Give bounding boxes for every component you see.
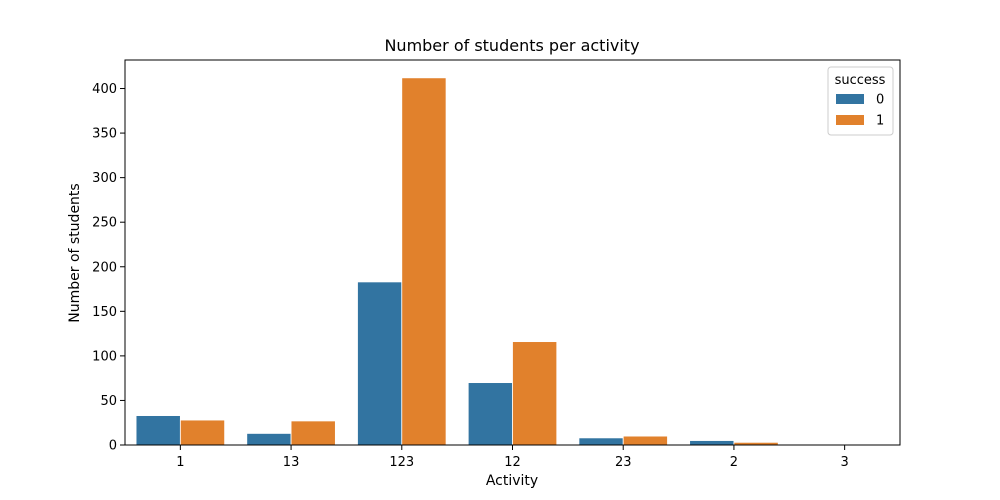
bar-13-series-0 bbox=[246, 433, 292, 446]
x-tick-label: 12 bbox=[504, 455, 521, 470]
y-tick-label: 300 bbox=[92, 171, 117, 186]
y-tick-label: 0 bbox=[109, 439, 117, 454]
bar-23-series-0 bbox=[578, 437, 624, 446]
y-tick-label: 400 bbox=[92, 82, 117, 97]
legend: success 0 1 bbox=[827, 66, 894, 136]
x-tick-label: 2 bbox=[730, 455, 738, 470]
x-axis: 1 13 123 12 23 2 3 bbox=[176, 445, 849, 470]
legend-label-0: 0 bbox=[876, 93, 884, 108]
chart-title: Number of students per activity bbox=[384, 36, 639, 55]
y-tick-label: 100 bbox=[92, 349, 117, 364]
x-tick-label: 13 bbox=[283, 455, 300, 470]
bar-13-series-1 bbox=[290, 420, 336, 446]
y-tick-label: 350 bbox=[92, 127, 117, 142]
x-tick-label: 23 bbox=[615, 455, 632, 470]
bar-12-series-0 bbox=[467, 382, 513, 446]
y-axis: 0 50 100 150 200 250 300 350 400 bbox=[92, 82, 125, 454]
bar-123-series-0 bbox=[357, 281, 403, 446]
bar-2-series-0 bbox=[689, 440, 735, 446]
plot-frame bbox=[124, 59, 901, 446]
bar-123-series-1 bbox=[401, 77, 447, 446]
y-tick-label: 150 bbox=[92, 305, 117, 320]
x-tick-label: 3 bbox=[841, 455, 849, 470]
x-tick-label: 1 bbox=[176, 455, 184, 470]
legend-swatch-1 bbox=[836, 115, 864, 125]
legend-swatch-0 bbox=[836, 94, 864, 104]
legend-label-1: 1 bbox=[876, 114, 884, 129]
bar-1-series-0 bbox=[135, 415, 181, 446]
legend-title: success bbox=[835, 73, 886, 88]
bar-1-series-1 bbox=[179, 419, 226, 446]
x-tick-label: 123 bbox=[389, 455, 414, 470]
y-axis-label: Number of students bbox=[67, 183, 83, 322]
bar-12-series-1 bbox=[512, 341, 558, 446]
x-axis-label: Activity bbox=[486, 473, 538, 489]
bars bbox=[135, 77, 846, 446]
y-tick-label: 250 bbox=[92, 216, 117, 231]
y-tick-label: 50 bbox=[100, 394, 117, 409]
bar-23-series-1 bbox=[622, 435, 668, 446]
y-tick-label: 200 bbox=[92, 260, 117, 275]
